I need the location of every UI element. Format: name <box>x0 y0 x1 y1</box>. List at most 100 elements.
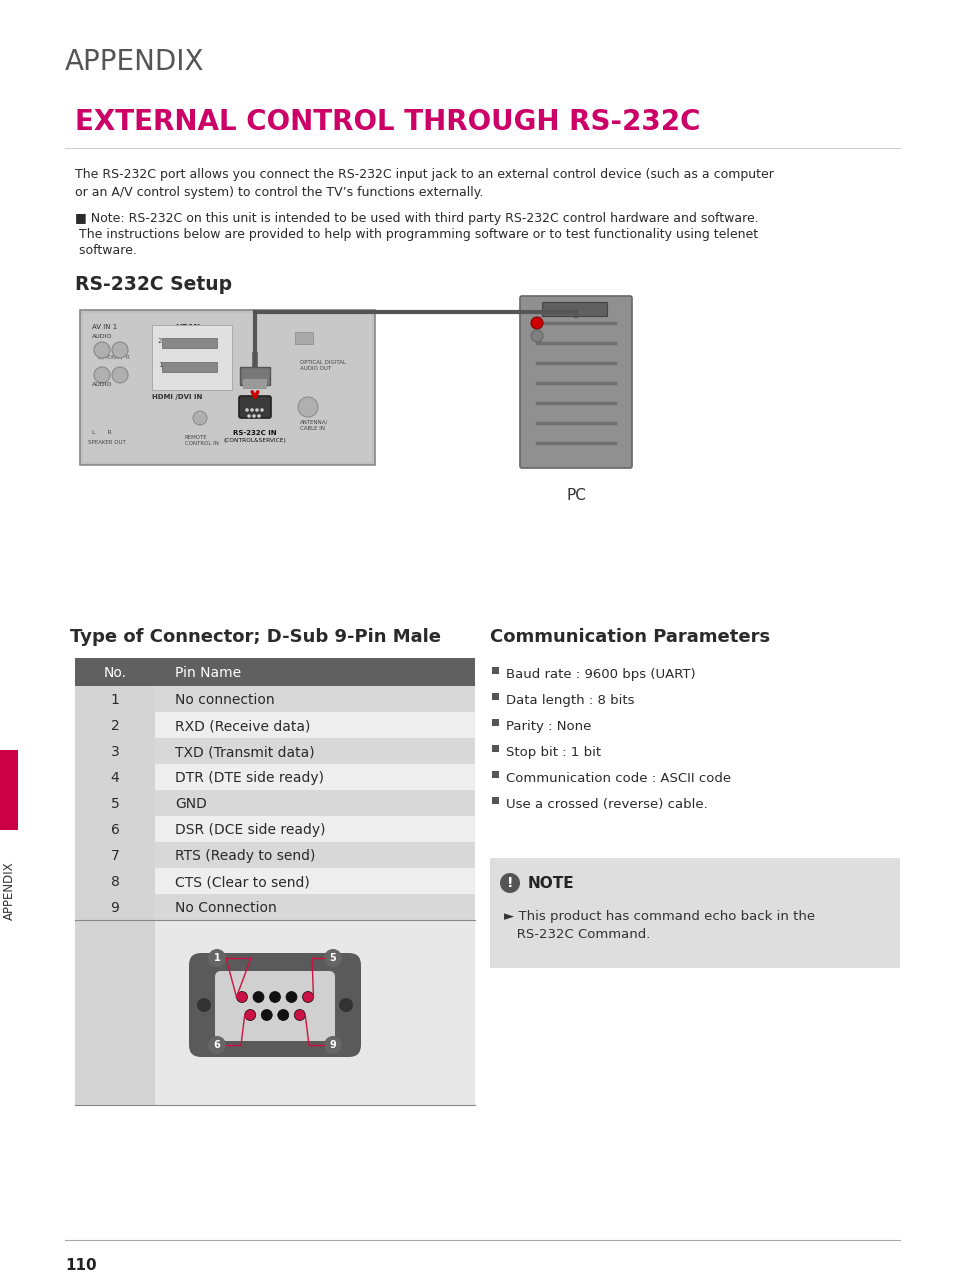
Bar <box>75 920 475 1105</box>
Bar <box>162 338 216 349</box>
Text: Use a crossed (reverse) cable.: Use a crossed (reverse) cable. <box>505 798 707 812</box>
Text: AUDIO: AUDIO <box>91 382 112 387</box>
Circle shape <box>333 992 358 1018</box>
Bar <box>0 750 18 831</box>
Text: RXD (Receive data): RXD (Receive data) <box>174 719 310 733</box>
Text: Type of Connector; D-Sub 9-Pin Male: Type of Connector; D-Sub 9-Pin Male <box>70 628 440 646</box>
Bar <box>75 790 475 817</box>
Text: TXD (Transmit data): TXD (Transmit data) <box>174 745 314 759</box>
Text: AUDIO: AUDIO <box>91 335 112 340</box>
Text: Communication Parameters: Communication Parameters <box>490 628 769 646</box>
Text: 110: 110 <box>65 1258 96 1272</box>
Bar <box>243 379 267 389</box>
Circle shape <box>294 1010 305 1020</box>
Bar <box>75 868 475 894</box>
Text: 2: 2 <box>158 338 162 343</box>
Circle shape <box>257 415 260 417</box>
Text: 7: 7 <box>111 848 119 862</box>
Bar <box>75 842 475 868</box>
Circle shape <box>247 415 251 417</box>
Circle shape <box>302 991 314 1002</box>
Circle shape <box>236 991 247 1002</box>
Text: CTS (Clear to send): CTS (Clear to send) <box>174 875 310 889</box>
Text: OPTICAL DIGITAL
AUDIO OUT: OPTICAL DIGITAL AUDIO OUT <box>299 360 346 371</box>
Bar <box>75 894 475 920</box>
Text: RS-232C IN: RS-232C IN <box>233 430 276 436</box>
Circle shape <box>245 1010 255 1020</box>
Circle shape <box>531 317 542 329</box>
Circle shape <box>269 991 280 1002</box>
Text: Stop bit : 1 bit: Stop bit : 1 bit <box>505 745 600 759</box>
Text: HDMI /DVI IN: HDMI /DVI IN <box>152 394 202 399</box>
Text: Pin Name: Pin Name <box>174 667 241 681</box>
Bar <box>492 745 498 752</box>
Text: 5: 5 <box>330 953 336 963</box>
Bar <box>492 719 498 726</box>
Text: RTS (Ready to send): RTS (Ready to send) <box>174 848 315 862</box>
Text: software.: software. <box>75 244 136 257</box>
Bar <box>75 712 154 738</box>
Text: 5: 5 <box>111 798 119 812</box>
Text: The instructions below are provided to help with programming software or to test: The instructions below are provided to h… <box>75 228 758 240</box>
Circle shape <box>112 368 128 383</box>
Bar <box>75 817 475 842</box>
Text: Parity : None: Parity : None <box>505 720 591 733</box>
Text: 6: 6 <box>213 1040 220 1049</box>
Circle shape <box>253 991 264 1002</box>
Text: Communication code : ASCII code: Communication code : ASCII code <box>505 772 730 785</box>
Bar <box>492 693 498 700</box>
Circle shape <box>245 408 249 412</box>
Circle shape <box>191 992 216 1018</box>
Text: No.: No. <box>103 667 127 681</box>
Text: 3: 3 <box>111 745 119 759</box>
Bar <box>75 738 154 764</box>
Circle shape <box>193 411 207 425</box>
Circle shape <box>531 329 542 342</box>
Circle shape <box>94 342 110 357</box>
Bar <box>75 894 154 920</box>
Text: ► This product has command echo back in the: ► This product has command echo back in … <box>503 909 814 923</box>
Circle shape <box>208 949 226 967</box>
Circle shape <box>208 1035 226 1054</box>
Text: 9: 9 <box>111 901 119 915</box>
Text: EXTERNAL CONTROL THROUGH RS-232C: EXTERNAL CONTROL THROUGH RS-232C <box>75 108 700 136</box>
Text: 4: 4 <box>111 771 119 785</box>
Text: 6: 6 <box>111 823 119 837</box>
Circle shape <box>250 408 253 412</box>
Text: 1: 1 <box>111 693 119 707</box>
Text: PC: PC <box>565 488 585 502</box>
Bar <box>541 301 606 315</box>
Circle shape <box>260 408 264 412</box>
Circle shape <box>499 873 519 893</box>
Text: SPEAKER OUT: SPEAKER OUT <box>88 440 126 445</box>
FancyBboxPatch shape <box>519 296 631 468</box>
Text: RS-232C Setup: RS-232C Setup <box>75 275 232 294</box>
Circle shape <box>338 999 353 1013</box>
Text: 1: 1 <box>213 953 220 963</box>
Text: HDMI: HDMI <box>174 324 200 333</box>
Text: RS-232C Command.: RS-232C Command. <box>503 929 650 941</box>
Bar <box>75 658 475 686</box>
Text: APPENDIX: APPENDIX <box>3 861 15 920</box>
Bar <box>75 764 154 790</box>
Circle shape <box>261 1010 272 1020</box>
Circle shape <box>112 342 128 357</box>
Text: L(MONO)  R: L(MONO) R <box>98 355 130 360</box>
Bar <box>75 868 154 894</box>
Bar <box>75 738 475 764</box>
Text: APPENDIX: APPENDIX <box>65 48 204 76</box>
Circle shape <box>286 991 296 1002</box>
Text: The RS-232C port allows you connect the RS-232C input jack to an external contro: The RS-232C port allows you connect the … <box>75 168 773 181</box>
Text: REMOTE
CONTROL IN: REMOTE CONTROL IN <box>185 435 218 445</box>
Bar <box>162 363 216 371</box>
Circle shape <box>255 408 258 412</box>
Bar <box>83 313 372 462</box>
Text: or an A/V control system) to control the TV’s functions externally.: or an A/V control system) to control the… <box>75 186 483 198</box>
Text: No connection: No connection <box>174 693 274 707</box>
Text: ANTENNA/
CABLE IN: ANTENNA/ CABLE IN <box>299 420 328 431</box>
Text: GND: GND <box>174 798 207 812</box>
Circle shape <box>324 1035 341 1054</box>
Bar <box>240 368 270 385</box>
Bar <box>75 712 475 738</box>
Text: 8: 8 <box>111 875 119 889</box>
